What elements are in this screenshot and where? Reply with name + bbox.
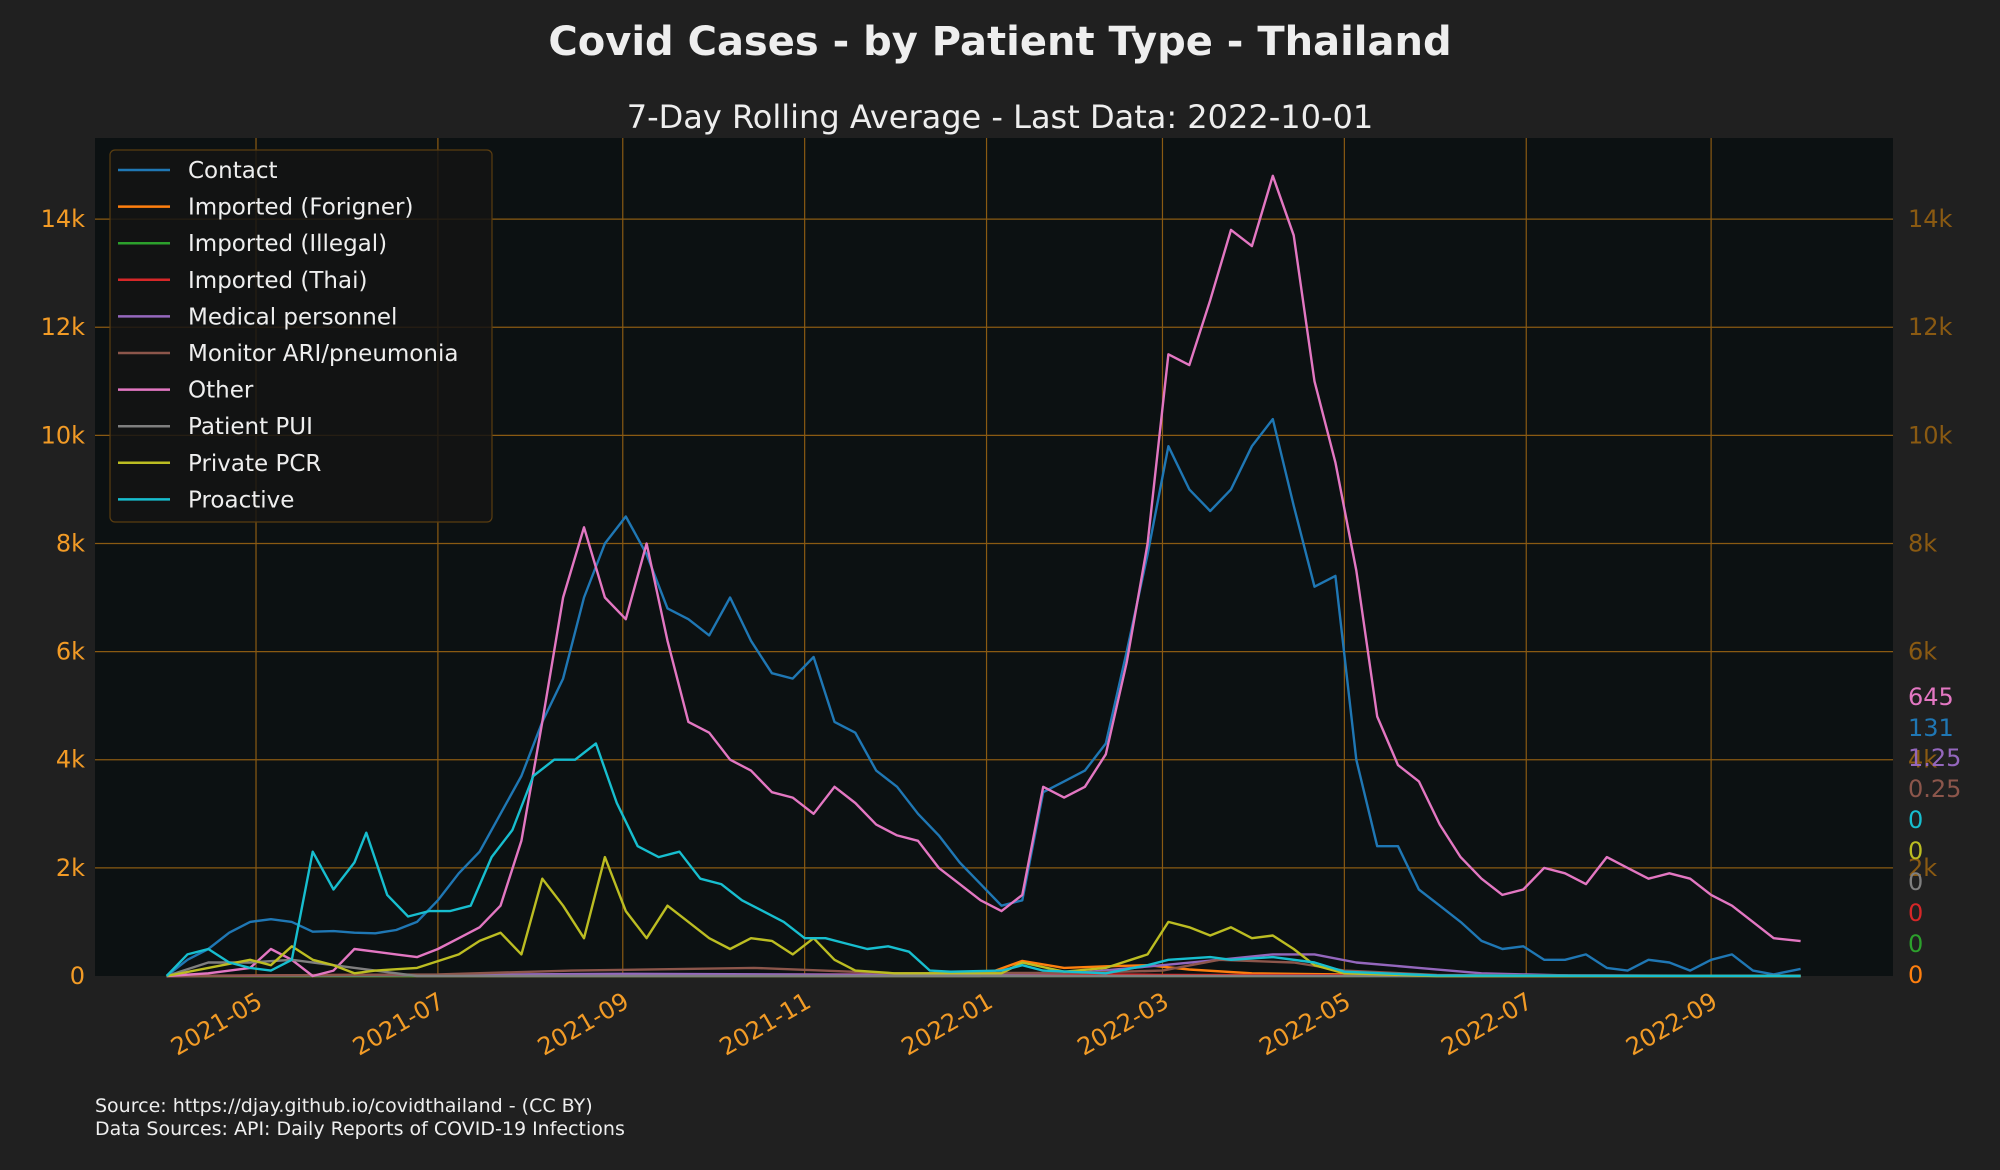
right-y-tick-label: 6k	[1908, 638, 1937, 666]
legend-box	[109, 149, 493, 523]
right-y-tick-label: 2k	[1908, 854, 1937, 882]
series-line-contact	[165, 417, 1801, 977]
legend-label: Other	[188, 378, 254, 404]
y-tick-label: 8k	[56, 529, 85, 557]
series-line-other	[166, 174, 1801, 978]
legend-label: Imported (Illegal)	[188, 231, 387, 257]
chart-subtitle: 7-Day Rolling Average - Last Data: 2022-…	[627, 98, 1374, 136]
end-value-label: 645	[1908, 683, 1954, 711]
footer-data-sources: Data Sources: API: Daily Reports of COVI…	[95, 1118, 625, 1140]
end-value-label: 0	[1908, 868, 1923, 896]
end-value-label: 1.25	[1908, 744, 1961, 772]
legend-label: Medical personnel	[188, 304, 397, 330]
series-line-medical-personnel	[166, 953, 1801, 978]
legend: Contact Imported (Forigner) Imported (Ille…	[109, 149, 493, 523]
end-value-label: 0	[1908, 961, 1923, 989]
legend-label: Imported (Thai)	[188, 268, 367, 294]
right-y-tick-label: 14k	[1908, 205, 1953, 233]
y-tick-label: 2k	[56, 854, 85, 882]
end-value-label: 0	[1908, 837, 1923, 865]
y-tick-label: 10k	[41, 421, 86, 449]
series-line-private-pcr	[166, 855, 1801, 978]
series-line-proactive	[165, 742, 1801, 978]
series-lines	[165, 174, 1801, 978]
end-value-label: 131	[1908, 714, 1954, 742]
chart-title: Covid Cases - by Patient Type - Thailand	[548, 19, 1451, 65]
legend-label: Patient PUI	[188, 414, 313, 440]
footer-source: Source: https://djay.github.io/covidthai…	[95, 1095, 593, 1117]
y-axis-left: 0 2k 4k 6k 8k 10k 12k 14k	[41, 205, 86, 990]
end-value-label: 0	[1908, 930, 1923, 958]
legend-label: Imported (Forigner)	[188, 195, 413, 221]
end-value-label: 0	[1908, 806, 1923, 834]
legend-label: Contact	[188, 158, 277, 184]
legend-label: Monitor ARI/pneumonia	[188, 341, 458, 367]
y-tick-label: 4k	[56, 746, 85, 774]
end-value-label: 0	[1908, 899, 1923, 927]
right-y-tick-label: 12k	[1908, 313, 1953, 341]
y-axis-right: 2k 4k 6k 8k 10k 12k 14k	[1908, 205, 1953, 882]
y-tick-label: 12k	[41, 313, 86, 341]
legend-label: Private PCR	[188, 451, 321, 477]
series-line-patient-pui	[166, 958, 1801, 978]
legend-label: Proactive	[188, 487, 294, 513]
y-tick-label: 6k	[56, 638, 85, 666]
right-y-tick-label: 4k	[1908, 746, 1937, 774]
right-y-tick-label: 8k	[1908, 529, 1937, 557]
end-value-label: 0.25	[1908, 775, 1961, 803]
right-y-tick-label: 10k	[1908, 421, 1953, 449]
y-tick-label: 0	[70, 962, 85, 990]
y-tick-label: 14k	[41, 205, 86, 233]
